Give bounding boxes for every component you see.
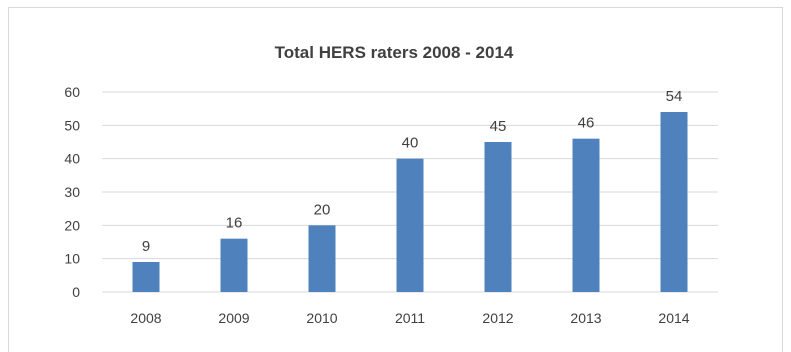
bar-2013 [572, 138, 600, 292]
y-tick-label: 30 [64, 184, 80, 200]
chart-frame [8, 7, 783, 352]
bar-2009 [220, 238, 248, 292]
bar-2014 [660, 112, 688, 292]
y-tick-label: 40 [64, 151, 80, 167]
y-tick-label: 20 [64, 217, 80, 233]
data-label-2011: 40 [402, 135, 419, 152]
bar-2010 [308, 225, 336, 292]
y-tick-label: 50 [64, 117, 80, 133]
data-label-2010: 20 [314, 201, 331, 218]
x-tick-label: 2014 [658, 310, 689, 326]
x-axis-ticks: 2008 2009 2010 2011 2012 2013 2014 [130, 310, 689, 326]
x-tick-label: 2008 [130, 310, 161, 326]
bar-2012 [484, 142, 512, 292]
bar-2008 [132, 262, 160, 292]
x-tick-label: 2010 [306, 310, 337, 326]
x-tick-label: 2011 [395, 310, 425, 326]
data-label-2008: 9 [142, 238, 150, 255]
y-tick-label: 10 [64, 251, 80, 267]
bar-series [132, 112, 688, 292]
y-axis-ticks: 0 10 20 30 40 50 60 [64, 84, 80, 300]
data-label-2013: 46 [578, 115, 595, 132]
x-tick-label: 2012 [482, 310, 513, 326]
x-tick-label: 2009 [218, 310, 249, 326]
bar-2011 [396, 158, 424, 292]
chart-title: Total HERS raters 2008 - 2014 [275, 43, 514, 62]
data-label-2012: 45 [490, 118, 507, 135]
y-tick-label: 60 [64, 84, 80, 100]
y-tick-label: 0 [72, 284, 80, 300]
data-label-2009: 16 [226, 215, 243, 232]
x-tick-label: 2013 [570, 310, 601, 326]
data-labels: 9 16 20 40 45 46 54 [142, 88, 683, 255]
data-label-2014: 54 [666, 88, 683, 105]
